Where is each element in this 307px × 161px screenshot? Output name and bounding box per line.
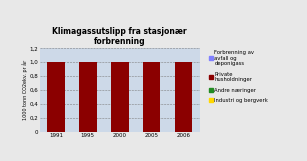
Bar: [143, 62, 160, 132]
Bar: [175, 62, 192, 132]
Title: Klimagassutslipp fra stasjonær
forbrenning: Klimagassutslipp fra stasjonær forbrenni…: [52, 27, 187, 46]
Bar: [79, 62, 97, 132]
Bar: [111, 62, 129, 132]
Y-axis label: 1000 tonn CO2ekv. pr år: 1000 tonn CO2ekv. pr år: [23, 60, 28, 120]
Legend: Forbrenning av
avfall og
deponigass, Private
husholdninger, Andre næringer, Indu: Forbrenning av avfall og deponigass, Pri…: [208, 49, 269, 104]
Bar: [47, 62, 65, 132]
